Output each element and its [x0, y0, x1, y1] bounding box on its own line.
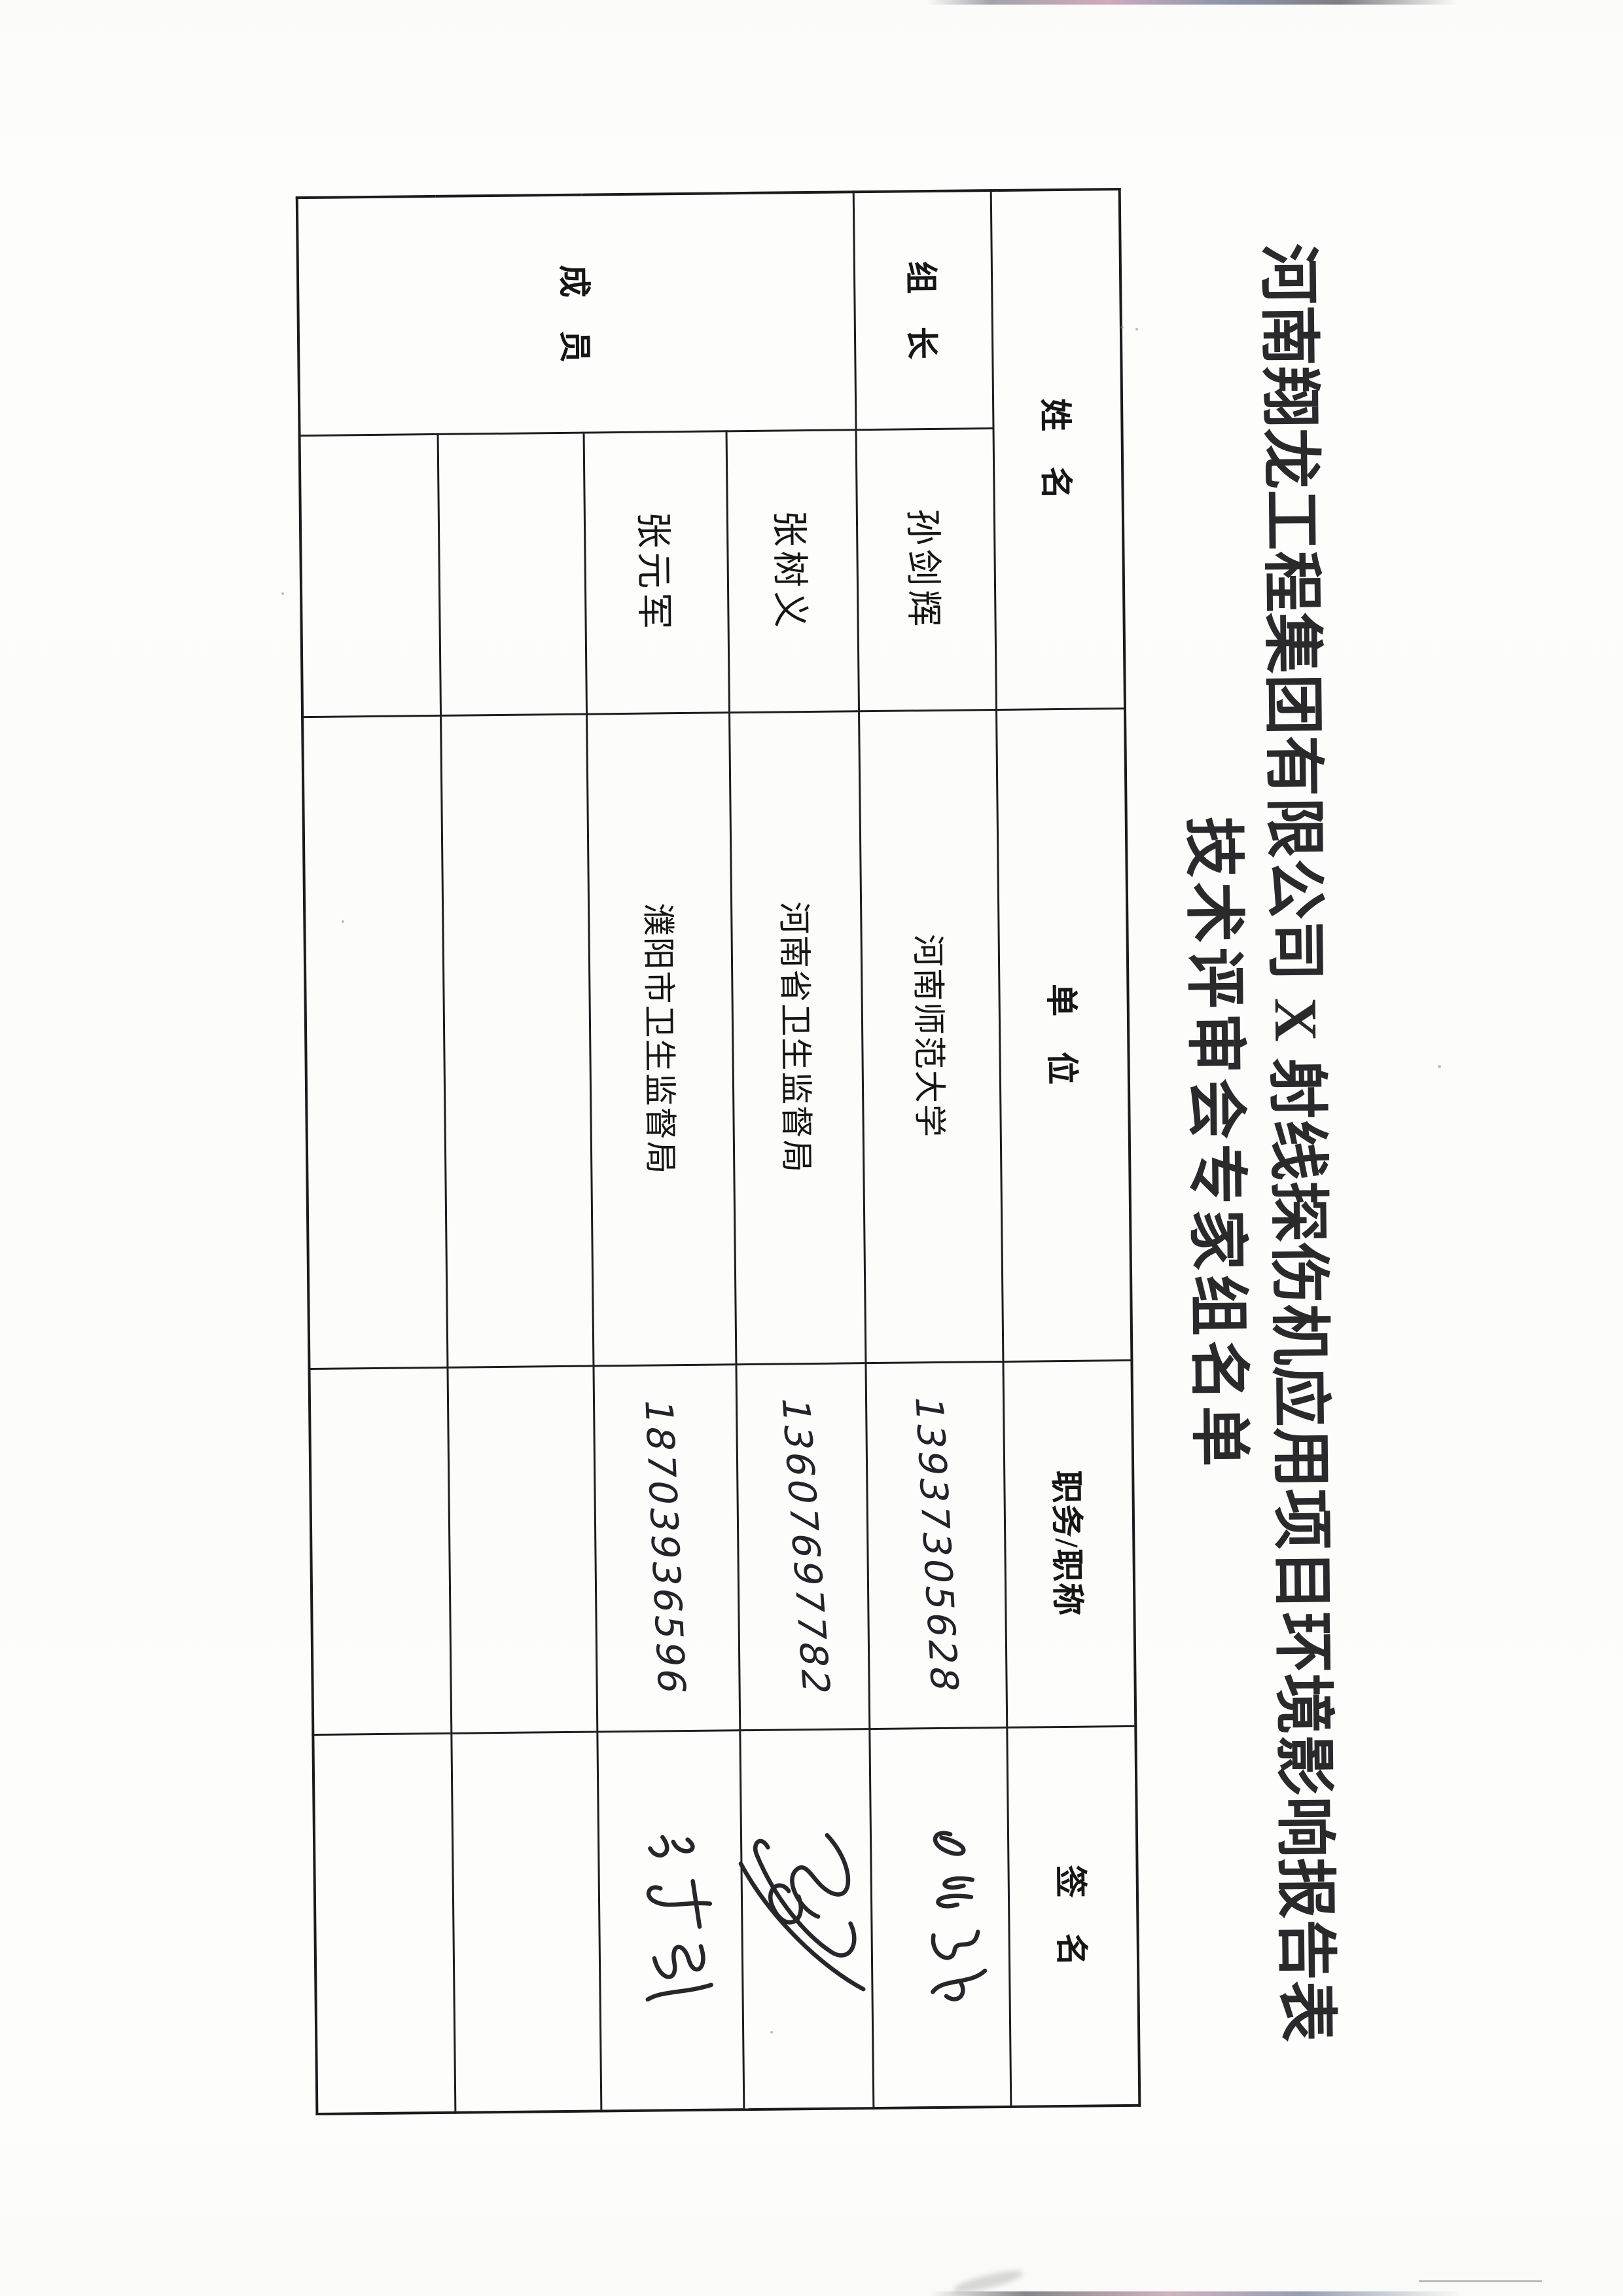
scan-hairline	[1419, 2280, 1542, 2282]
cell-unit-2: 河南省卫生监督局	[730, 711, 866, 1365]
handwritten-signature-1	[889, 1816, 1003, 2019]
table-row: 组 长 孙剑辉 河南师范大学 13937305628	[853, 190, 1012, 2109]
dust-speck	[342, 920, 344, 923]
handwritten-signature-3	[618, 1820, 728, 2022]
role-leader: 组 长	[853, 190, 994, 430]
cell-signature-4	[452, 1731, 602, 2113]
dust-speck	[1120, 326, 1124, 329]
cell-phone-4	[448, 1365, 598, 1733]
scanner-artifact-bottom	[929, 2291, 1461, 2296]
cell-phone-3: 18703936596	[594, 1364, 741, 1732]
cell-phone-1: 13937305628	[866, 1361, 1008, 1729]
header-duty: 职务/职称	[1003, 1359, 1136, 1727]
dust-speck	[281, 592, 284, 595]
table-row	[297, 196, 456, 2114]
cell-unit-5	[302, 715, 448, 1369]
cell-signature-1	[870, 1727, 1012, 2109]
cell-unit-4	[441, 713, 594, 1367]
cell-name-1: 孙剑辉	[856, 428, 997, 711]
cell-name-3: 张元军	[584, 431, 730, 714]
cell-name-5	[299, 433, 442, 717]
header-signature: 签 名	[1007, 1725, 1140, 2107]
cell-unit-1: 河南师范大学	[859, 709, 1004, 1363]
table-row: 成 员 张树义 河南省卫生监督局 13607697782	[296, 192, 874, 2110]
expert-table-container: 姓 名 单 位 职务/职称 签 名 组 长 孙剑辉 河南师范大学 1393730…	[295, 187, 1141, 2116]
cell-name-4	[438, 432, 588, 715]
cell-phone-5	[309, 1367, 452, 1735]
cell-phone-2: 13607697782	[736, 1363, 870, 1731]
dust-speck	[1438, 1065, 1441, 1068]
cell-name-2: 张树义	[726, 429, 860, 713]
dust-speck	[1135, 328, 1138, 331]
table-row	[436, 195, 602, 2113]
cell-signature-2	[739, 1729, 874, 2110]
role-member: 成 员	[296, 192, 857, 436]
expert-table: 姓 名 单 位 职务/职称 签 名 组 长 孙剑辉 河南师范大学 1393730…	[295, 187, 1141, 2116]
table-header-row: 姓 名 单 位 职务/职称 签 名	[991, 188, 1140, 2107]
scanner-artifact-top	[927, 0, 1457, 5]
handwritten-phone-3: 18703936596	[636, 1395, 694, 1700]
cell-unit-3: 濮阳市卫生监督局	[587, 712, 737, 1366]
header-unit: 单 位	[996, 708, 1132, 1361]
cell-signature-5	[313, 1732, 456, 2114]
cell-signature-3	[597, 1730, 745, 2111]
handwritten-phone-1: 13937305628	[906, 1392, 967, 1698]
dust-speck	[770, 2031, 773, 2034]
handwritten-phone-2: 13607697782	[773, 1393, 839, 1701]
header-name: 姓 名	[991, 188, 1125, 709]
table-row: 张元军 濮阳市卫生监督局 18703936596	[582, 193, 745, 2111]
handwritten-signature-2	[726, 1790, 877, 2038]
